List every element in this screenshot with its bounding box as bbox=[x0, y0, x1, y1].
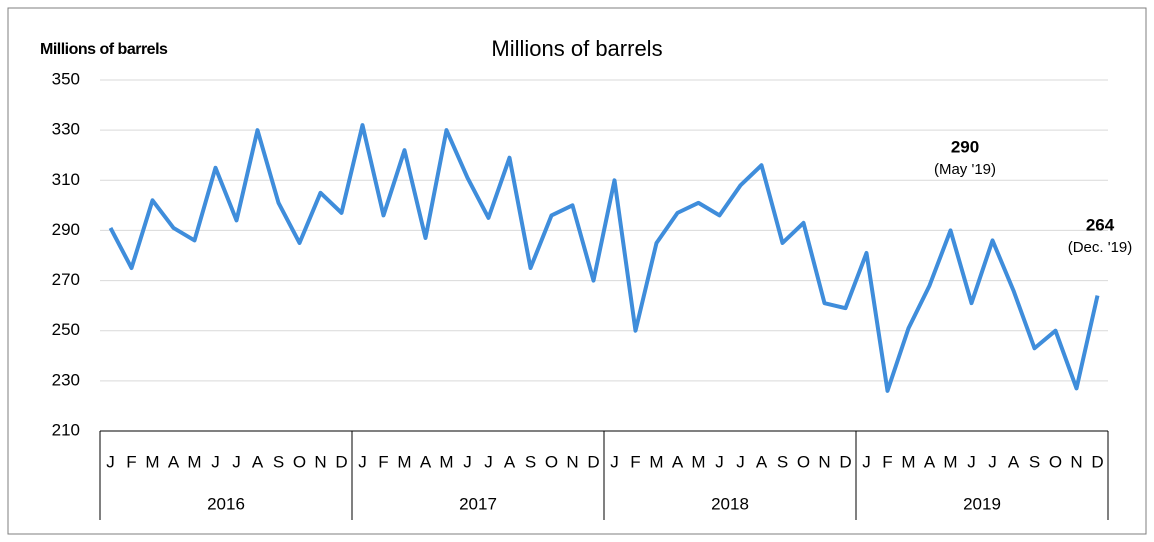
y-tick-label: 290 bbox=[52, 220, 80, 239]
y-axis-label: Millions of barrels bbox=[40, 41, 168, 58]
x-tick-label: A bbox=[252, 452, 264, 471]
annotation-value: 290 bbox=[951, 137, 979, 156]
x-tick-label: O bbox=[797, 452, 810, 471]
annotation-note: (Dec. '19) bbox=[1068, 239, 1133, 256]
x-tick-label: J bbox=[967, 452, 976, 471]
y-tick-label: 350 bbox=[52, 69, 80, 88]
y-tick-label: 330 bbox=[52, 120, 80, 139]
x-tick-label: S bbox=[1029, 452, 1040, 471]
x-tick-label: D bbox=[335, 452, 347, 471]
x-tick-label: J bbox=[463, 452, 472, 471]
x-tick-label: N bbox=[818, 452, 830, 471]
x-tick-label: J bbox=[988, 452, 997, 471]
x-tick-label: D bbox=[587, 452, 599, 471]
group-label: 2017 bbox=[459, 494, 497, 513]
x-tick-label: M bbox=[439, 452, 453, 471]
x-tick-label: M bbox=[943, 452, 957, 471]
x-tick-label: N bbox=[566, 452, 578, 471]
x-tick-label: A bbox=[168, 452, 180, 471]
x-tick-label: A bbox=[504, 452, 516, 471]
y-tick-label: 230 bbox=[52, 370, 80, 389]
x-tick-label: A bbox=[756, 452, 768, 471]
x-tick-label: J bbox=[211, 452, 220, 471]
group-label: 2016 bbox=[207, 494, 245, 513]
x-tick-label: J bbox=[862, 452, 871, 471]
x-tick-label: M bbox=[397, 452, 411, 471]
annotation-value: 264 bbox=[1086, 215, 1115, 234]
x-tick-label: F bbox=[882, 452, 892, 471]
x-tick-label: A bbox=[924, 452, 936, 471]
x-tick-label: D bbox=[839, 452, 851, 471]
x-tick-label: J bbox=[484, 452, 493, 471]
x-tick-label: F bbox=[630, 452, 640, 471]
group-label: 2018 bbox=[711, 494, 749, 513]
y-tick-label: 310 bbox=[52, 170, 80, 189]
x-tick-label: N bbox=[314, 452, 326, 471]
x-tick-label: J bbox=[715, 452, 724, 471]
x-tick-label: O bbox=[1049, 452, 1062, 471]
frame bbox=[7, 7, 1147, 535]
group-label: 2019 bbox=[963, 494, 1001, 513]
x-tick-label: M bbox=[691, 452, 705, 471]
chart-title: Millions of barrels bbox=[491, 36, 662, 61]
line-series bbox=[108, 123, 1100, 393]
y-tick-label: 250 bbox=[52, 320, 80, 339]
x-tick-label: M bbox=[145, 452, 159, 471]
x-tick-label: A bbox=[1008, 452, 1020, 471]
x-tick-label: J bbox=[610, 452, 619, 471]
x-tick-label: J bbox=[106, 452, 115, 471]
x-tick-label: A bbox=[672, 452, 684, 471]
y-tick-label: 210 bbox=[52, 420, 80, 439]
x-tick-label: A bbox=[420, 452, 432, 471]
x-tick-label: M bbox=[649, 452, 663, 471]
x-tick-label: O bbox=[545, 452, 558, 471]
x-tick-label: S bbox=[777, 452, 788, 471]
x-tick-label: S bbox=[273, 452, 284, 471]
x-tick-label: N bbox=[1070, 452, 1082, 471]
x-tick-label: M bbox=[901, 452, 915, 471]
y-tick-label: 270 bbox=[52, 270, 80, 289]
x-tick-label: J bbox=[358, 452, 367, 471]
x-tick-label: J bbox=[232, 452, 241, 471]
x-tick-label: F bbox=[378, 452, 388, 471]
x-tick-label: O bbox=[293, 452, 306, 471]
x-tick-label: S bbox=[525, 452, 536, 471]
x-tick-label: D bbox=[1091, 452, 1103, 471]
annotation-note: (May '19) bbox=[934, 161, 996, 178]
x-tick-label: J bbox=[736, 452, 745, 471]
x-tick-label: F bbox=[126, 452, 136, 471]
x-tick-label: M bbox=[187, 452, 201, 471]
